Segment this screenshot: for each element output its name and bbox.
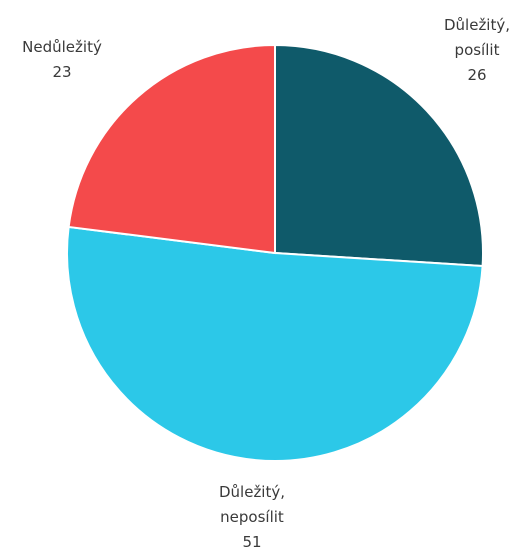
pie-label-text: posílit — [455, 41, 500, 59]
pie-label-text: Důležitý, — [219, 483, 285, 501]
pie-labels: Důležitý, posílit 26 Důležitý, neposílit 51 Ne… — [22, 16, 510, 551]
pie-slice-3 — [67, 43, 276, 255]
pie-slice-2 — [66, 225, 484, 462]
pie-slices — [66, 43, 484, 462]
pie-label-value: 51 — [242, 533, 261, 551]
pie-label-1: Důležitý, posílit 26 — [444, 16, 510, 84]
pie-slice-1 — [274, 43, 484, 268]
pie-label-2: Důležitý, neposílit 51 — [219, 483, 285, 551]
pie-label-value: 23 — [52, 63, 71, 81]
pie-label-text: neposílit — [220, 508, 284, 526]
pie-label-3: Nedůležitý 23 — [22, 38, 102, 81]
pie-label-text: Nedůležitý — [22, 38, 102, 56]
pie-label-text: Důležitý, — [444, 16, 510, 34]
pie-label-value: 26 — [467, 66, 486, 84]
